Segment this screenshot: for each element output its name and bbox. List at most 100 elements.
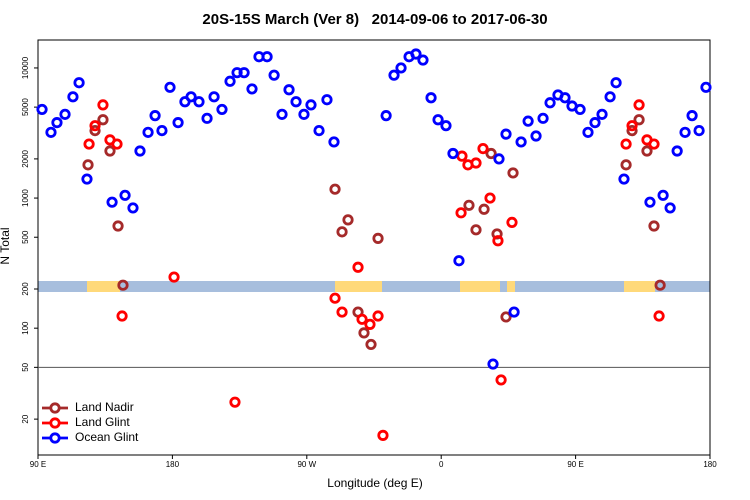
data-point — [522, 115, 534, 127]
data-point — [238, 67, 250, 79]
data-point — [290, 96, 302, 108]
y-tick-label: 5000 — [21, 98, 30, 116]
data-point — [111, 138, 123, 150]
data-point — [582, 126, 594, 138]
data-point — [432, 114, 444, 126]
data-point — [358, 327, 370, 339]
data-point — [700, 81, 712, 93]
land-strip — [507, 281, 515, 292]
legend-label: Ocean Glint — [75, 430, 139, 444]
data-point — [395, 62, 407, 74]
data-point — [470, 224, 482, 236]
data-point — [477, 142, 489, 155]
legend-marker — [49, 432, 61, 444]
data-point — [298, 108, 310, 120]
data-point — [185, 91, 197, 103]
data-point — [487, 358, 499, 370]
data-point — [544, 97, 556, 109]
data-point — [633, 99, 645, 111]
data-point — [329, 292, 341, 304]
data-point — [229, 396, 241, 408]
data-point — [377, 429, 389, 441]
data-point — [633, 114, 645, 126]
data-point — [574, 103, 586, 116]
data-point — [82, 159, 94, 171]
data-point — [626, 120, 638, 132]
x-tick-label: 90 E — [30, 460, 46, 469]
data-point — [453, 255, 465, 267]
data-point — [491, 228, 503, 240]
data-point — [112, 220, 124, 232]
land-strip — [87, 281, 120, 292]
data-point — [364, 318, 376, 330]
data-point — [117, 279, 129, 291]
data-point — [246, 83, 258, 95]
plot-frame — [37, 39, 711, 456]
y-axis-label: N Total — [0, 227, 12, 264]
data-point — [321, 94, 333, 106]
data-point — [596, 108, 608, 120]
data-point — [276, 108, 288, 120]
data-point — [67, 91, 79, 103]
data-point — [626, 125, 638, 137]
data-point — [201, 112, 213, 124]
data-point — [530, 130, 542, 142]
data-point — [620, 159, 632, 171]
data-point — [463, 199, 475, 211]
data-point — [164, 81, 176, 93]
y-tick-label: 2000 — [21, 149, 30, 167]
land-strip — [460, 281, 500, 292]
data-point — [97, 114, 109, 126]
data-point — [456, 150, 468, 162]
data-point — [328, 136, 340, 148]
legend-label: Land Nadir — [75, 400, 134, 414]
data-point — [329, 183, 341, 195]
data-point — [508, 306, 520, 318]
data-point — [36, 103, 48, 116]
data-point — [693, 125, 705, 137]
data-point — [208, 91, 220, 103]
data-point — [478, 203, 490, 215]
y-tick-label: 500 — [21, 230, 30, 244]
data-point — [664, 202, 676, 214]
data-point — [671, 145, 683, 157]
data-point — [492, 235, 504, 247]
x-tick-label: 180 — [703, 460, 717, 469]
data-point — [493, 153, 505, 165]
data-point — [59, 108, 71, 120]
y-tick-label: 20 — [21, 414, 30, 423]
data-point — [440, 120, 452, 132]
legend-marker — [49, 402, 61, 414]
data-point — [425, 92, 437, 104]
data-point — [142, 126, 154, 138]
data-point — [485, 147, 497, 160]
data-point — [641, 145, 653, 157]
data-point — [305, 99, 317, 111]
data-point — [127, 202, 139, 214]
data-point — [97, 99, 109, 111]
data-point — [417, 54, 429, 66]
x-axis-label: Longitude (deg E) — [327, 476, 422, 490]
data-point — [372, 310, 384, 322]
land-strip — [335, 281, 382, 292]
data-point — [356, 313, 368, 325]
data-point — [653, 310, 665, 322]
chart-title: 20S-15S March (Ver 8) 2014-09-06 to 2017… — [202, 11, 547, 28]
data-point — [470, 157, 482, 169]
data-point — [559, 92, 571, 104]
land-strip — [624, 281, 655, 292]
legend-marker — [49, 417, 61, 429]
data-point — [365, 338, 377, 351]
data-point — [89, 125, 101, 137]
data-point — [193, 96, 205, 108]
data-point — [372, 232, 384, 244]
data-point — [73, 77, 85, 89]
data-point — [313, 125, 325, 137]
data-point — [216, 103, 228, 116]
data-point — [410, 48, 422, 60]
data-point — [352, 261, 364, 273]
data-point — [134, 145, 146, 157]
data-point — [283, 84, 295, 96]
data-point — [686, 110, 698, 122]
